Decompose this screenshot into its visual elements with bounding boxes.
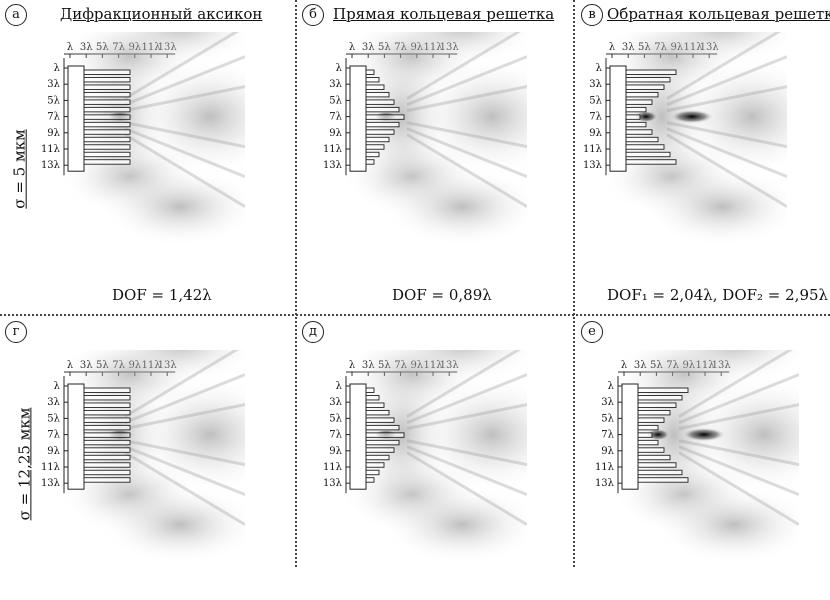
panel-badge-e: д — [302, 321, 324, 343]
y-tick-label: 7λ — [47, 112, 60, 123]
panel-badge-b: б — [302, 4, 324, 26]
y-tick-label: 13λ — [583, 160, 603, 171]
y-tick-label: 11λ — [323, 144, 343, 155]
y-tick-label: 3λ — [47, 79, 60, 90]
panel-plot-c: λ3λ5λ7λ9λ11λ13λλ3λ5λ7λ9λ11λ13λ — [583, 32, 787, 247]
y-tick-label: 13λ — [41, 478, 61, 489]
y-tick-label: 13λ — [595, 478, 615, 489]
y-tick-label: 7λ — [329, 112, 342, 123]
y-tick-label: 5λ — [589, 95, 602, 106]
y-tick-label: 3λ — [47, 397, 60, 408]
y-tick-label: 9λ — [329, 128, 342, 139]
divider-horizontal — [0, 314, 830, 316]
panel-caption-b: DOF = 0,89λ — [392, 286, 492, 304]
y-tick-label: λ — [54, 63, 61, 74]
panel-caption-c: DOF₁ = 2,04λ, DOF₂ = 2,95λ — [607, 286, 829, 304]
panel-plot-f: λ3λ5λ7λ9λ11λ13λλ3λ5λ7λ9λ11λ13λ — [595, 350, 799, 565]
panel-plot-b: λ3λ5λ7λ9λ11λ13λλ3λ5λ7λ9λ11λ13λ — [323, 32, 527, 247]
y-tick-label: 11λ — [323, 462, 343, 473]
y-tick-label: 3λ — [329, 79, 342, 90]
y-tick-label: 9λ — [47, 446, 60, 457]
y-tick-label: 13λ — [323, 160, 343, 171]
y-tick-label: 9λ — [589, 128, 602, 139]
panel-badge-c: в — [581, 4, 603, 26]
y-tick-label: 11λ — [595, 462, 615, 473]
y-tick-label: 3λ — [601, 397, 614, 408]
y-tick-label: 7λ — [601, 430, 614, 441]
y-tick-label: 3λ — [589, 79, 602, 90]
y-tick-label: λ — [336, 381, 343, 392]
panel-plot-e: λ3λ5λ7λ9λ11λ13λλ3λ5λ7λ9λ11λ13λ — [323, 350, 527, 565]
y-tick-label: 11λ — [41, 144, 61, 155]
y-tick-label: 11λ — [41, 462, 61, 473]
y-tick-label: 5λ — [329, 95, 342, 106]
panel-badge-a: а — [5, 4, 27, 26]
row-label-sigma-5: σ = 5 мкм — [10, 129, 29, 209]
panel-plot-d: λ3λ5λ7λ9λ11λ13λλ3λ5λ7λ9λ11λ13λ — [41, 350, 245, 565]
y-tick-label: 9λ — [329, 446, 342, 457]
y-tick-label: λ — [596, 63, 603, 74]
y-tick-label: 13λ — [323, 478, 343, 489]
panel-caption-a: DOF = 1,42λ — [112, 286, 212, 304]
y-tick-label: λ — [54, 381, 61, 392]
y-tick-label: 7λ — [47, 430, 60, 441]
y-tick-label: 9λ — [47, 128, 60, 139]
y-tick-label: 5λ — [47, 413, 60, 424]
y-tick-label: 3λ — [329, 397, 342, 408]
y-tick-label: 5λ — [47, 95, 60, 106]
y-tick-label: 5λ — [329, 413, 342, 424]
panel-title-a: Дифракционный аксикон — [60, 5, 263, 23]
y-tick-label: λ — [336, 63, 343, 74]
panel-badge-f: е — [581, 321, 603, 343]
divider-vertical-1 — [295, 0, 297, 567]
panel-title-c: Обратная кольцевая решетка — [607, 5, 830, 23]
y-tick-label: 7λ — [589, 112, 602, 123]
y-tick-label: 7λ — [329, 430, 342, 441]
y-tick-label: 5λ — [601, 413, 614, 424]
y-tick-label: 13λ — [41, 160, 61, 171]
y-tick-label: 9λ — [601, 446, 614, 457]
figure: σ = 5 мкм σ = 12,25 мкм а Дифракционный а… — [0, 0, 830, 567]
panel-title-b: Прямая кольцевая решетка — [333, 5, 555, 23]
panel-badge-d: г — [5, 321, 27, 343]
panel-plot-a: λ3λ5λ7λ9λ11λ13λλ3λ5λ7λ9λ11λ13λ — [41, 32, 245, 247]
y-tick-label: 11λ — [583, 144, 603, 155]
y-tick-label: λ — [608, 381, 615, 392]
divider-vertical-2 — [573, 0, 575, 567]
